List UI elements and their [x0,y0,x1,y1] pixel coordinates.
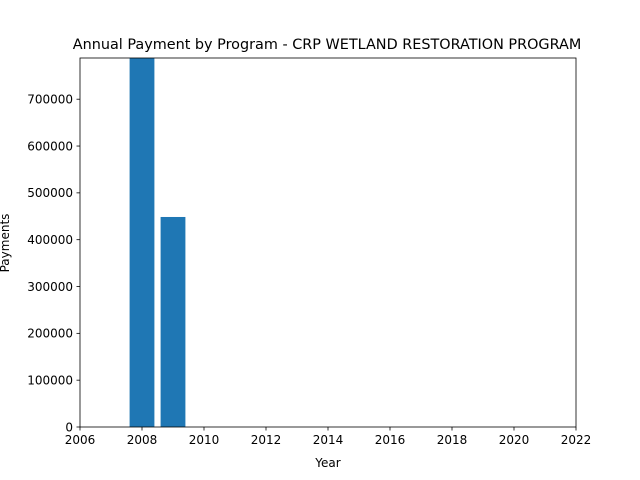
y-tick-label-100000: 100000 [27,373,73,387]
y-tick-label-0: 0 [65,420,73,434]
y-tick-label-400000: 400000 [27,233,73,247]
x-tick-label-2022: 2022 [561,433,592,447]
axes-layer: 2006 2008 2010 2012 2014 2016 2018 2020 2022 0 100… [27,57,592,447]
x-tick-label-2010: 2010 [189,433,220,447]
x-tick-label-2018: 2018 [437,433,468,447]
x-tick-label-2008: 2008 [127,433,158,447]
y-tick-label-300000: 300000 [27,280,73,294]
bar-2009 [160,216,186,427]
x-tick-label-2006: 2006 [65,433,96,447]
x-tick-label-2012: 2012 [251,433,282,447]
bar-2008 [129,58,155,427]
x-tick-label-2020: 2020 [499,433,530,447]
bars-layer [129,58,186,427]
y-tick-label-700000: 700000 [27,93,73,107]
x-tick-label-2016: 2016 [375,433,406,447]
x-axis-label: Year [314,456,340,470]
y-tick-label-200000: 200000 [27,327,73,341]
x-tick-label-2014: 2014 [313,433,344,447]
y-axis-label: Payments [0,214,12,273]
y-tick-label-500000: 500000 [27,186,73,200]
chart-title: Annual Payment by Program - CRP WETLAND … [73,37,582,53]
y-tick-label-600000: 600000 [27,139,73,153]
